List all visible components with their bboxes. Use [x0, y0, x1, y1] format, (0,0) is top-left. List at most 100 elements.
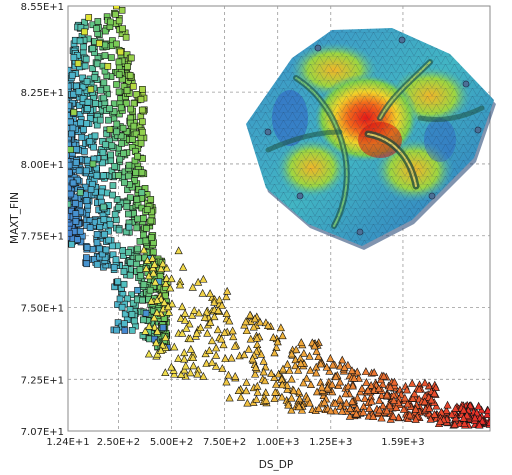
square-point — [110, 115, 118, 122]
triangle-point — [270, 394, 279, 402]
square-point — [109, 191, 116, 199]
y-tick-label: 8.00E+1 — [21, 160, 64, 171]
triangle-point — [185, 319, 194, 328]
triangle-point — [244, 344, 253, 353]
square-point — [130, 83, 137, 90]
square-point — [83, 120, 91, 127]
triangle-point — [212, 343, 221, 352]
triangle-point — [287, 393, 296, 402]
square-point — [96, 245, 103, 253]
triangle-point — [161, 333, 170, 341]
square-point — [137, 134, 145, 142]
triangle-point — [170, 342, 179, 351]
triangle-point — [320, 397, 329, 406]
square-point — [81, 28, 88, 36]
square-point — [117, 48, 124, 56]
triangle-point — [206, 318, 215, 326]
square-point — [132, 169, 140, 176]
square-point — [83, 254, 90, 261]
triangle-point — [348, 381, 357, 390]
triangle-point — [378, 379, 387, 388]
square-point — [123, 203, 131, 211]
x-tick-label: 7.50E+2 — [203, 437, 246, 448]
y-tick-label: 7.50E+1 — [21, 304, 64, 315]
triangle-point — [218, 364, 227, 372]
square-point — [133, 260, 140, 268]
triangle-point — [342, 398, 351, 407]
square-point — [130, 100, 138, 107]
square-point — [113, 216, 120, 224]
square-point — [113, 120, 121, 128]
square-point — [122, 33, 130, 41]
triangle-point — [430, 388, 439, 397]
square-point — [113, 81, 120, 88]
triangle-point — [362, 378, 371, 386]
square-point — [91, 132, 99, 140]
triangle-point — [403, 399, 412, 408]
triangle-point — [161, 368, 170, 376]
triangle-point — [294, 402, 304, 411]
triangle-point — [251, 369, 260, 378]
triangle-point — [162, 273, 171, 282]
square-point — [118, 140, 125, 147]
square-point — [159, 324, 167, 331]
triangle-point — [148, 254, 157, 262]
square-point — [134, 245, 141, 253]
triangle-point — [299, 348, 308, 357]
square-point — [140, 214, 147, 222]
square-point — [101, 52, 109, 59]
square-point — [138, 189, 146, 196]
square-point — [69, 179, 77, 187]
triangle-point — [192, 328, 201, 337]
triangle-point — [147, 296, 156, 305]
square-point — [107, 151, 115, 159]
x-axis-label: DS_DP — [259, 459, 293, 471]
square-point — [87, 186, 95, 193]
triangle-point — [389, 396, 398, 404]
triangle-point — [259, 367, 268, 376]
triangle-point — [294, 365, 303, 374]
triangle-point — [156, 346, 166, 354]
triangle-point — [302, 374, 311, 382]
square-point — [133, 91, 140, 98]
square-point — [91, 74, 99, 81]
square-point — [93, 231, 101, 238]
square-point — [117, 132, 125, 140]
triangle-point — [227, 353, 236, 362]
square-point — [126, 271, 134, 279]
triangle-point — [253, 387, 262, 396]
square-point — [147, 196, 155, 203]
square-point — [108, 142, 116, 150]
triangle-point — [262, 395, 271, 404]
square-point — [84, 105, 91, 112]
square-point — [82, 55, 90, 63]
triangle-point — [228, 326, 237, 335]
triangle-point — [369, 412, 378, 420]
triangle-point — [316, 359, 325, 368]
square-point — [100, 203, 107, 211]
square-point — [72, 159, 80, 166]
triangle-point — [335, 394, 344, 403]
triangle-point — [225, 316, 234, 325]
triangle-point — [400, 393, 409, 402]
square-point — [86, 115, 94, 122]
triangle-point — [263, 321, 273, 329]
square-point — [109, 242, 116, 250]
triangle-point — [178, 328, 187, 337]
triangle-point — [478, 416, 487, 425]
square-point — [128, 326, 136, 334]
triangle-point — [156, 264, 166, 273]
square-point — [79, 74, 86, 82]
triangle-point — [217, 334, 226, 343]
square-point — [110, 264, 118, 271]
triangle-point — [211, 350, 221, 359]
square-point — [100, 172, 107, 179]
triangle-point — [259, 356, 268, 365]
square-point — [137, 139, 145, 147]
triangle-point — [188, 353, 198, 361]
triangle-point — [229, 332, 238, 341]
square-point — [119, 25, 126, 33]
square-point — [93, 172, 101, 180]
triangle-point — [150, 313, 159, 322]
square-point — [117, 104, 125, 112]
